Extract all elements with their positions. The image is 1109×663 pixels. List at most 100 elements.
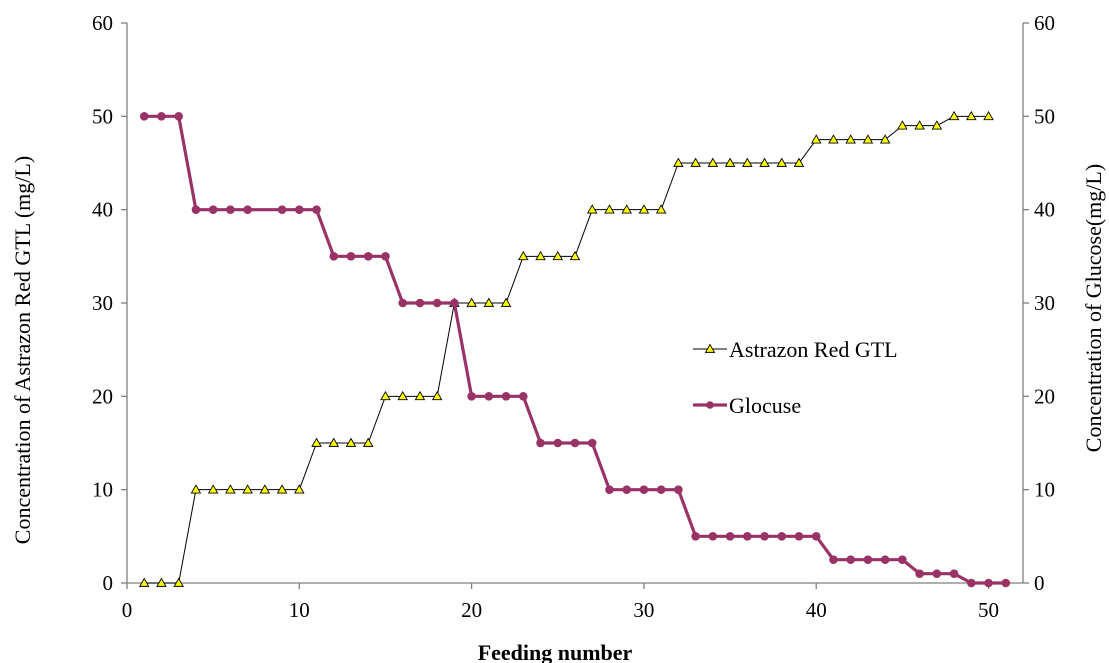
right-y-tick-label: 10 — [1034, 478, 1055, 502]
glucose-data-point — [536, 438, 545, 448]
astrazon-data-point — [518, 250, 529, 261]
glucose-data-point — [639, 485, 649, 494]
glucose-data-point — [846, 555, 855, 564]
right-y-tick-label: 60 — [1034, 11, 1055, 35]
glucose-data-point — [587, 438, 597, 448]
x-tick-label: 20 — [461, 598, 482, 622]
astrazon-data-point — [500, 297, 512, 307]
astrazon-data-point — [552, 250, 564, 261]
astrazon-data-point — [983, 110, 994, 121]
right-y-tick-label: 40 — [1034, 198, 1055, 222]
astrazon-data-point — [311, 437, 322, 447]
glucose-data-point — [605, 485, 614, 494]
x-tick-label: 10 — [289, 598, 310, 622]
astrazon-data-point — [793, 157, 805, 167]
glucose-data-point — [898, 555, 907, 564]
glucose-data-point — [243, 205, 252, 214]
glucose-data-point — [794, 532, 804, 541]
right-y-tick-label: 20 — [1034, 384, 1055, 408]
x-tick-label: 30 — [633, 598, 654, 622]
astrazon-data-point — [690, 157, 701, 167]
glucose-data-point — [226, 205, 235, 214]
astrazon-data-point — [742, 157, 753, 167]
astrazon-data-point — [604, 204, 615, 214]
astrazon-data-point — [759, 157, 770, 167]
glucose-data-point — [295, 205, 304, 214]
astrazon-data-point — [397, 390, 408, 401]
y-tick-label: 40 — [92, 198, 113, 222]
glucose-data-point — [674, 485, 683, 494]
x-tick-label: 50 — [978, 598, 999, 622]
glucose-data-point — [829, 555, 838, 564]
astrazon-data-point — [810, 134, 822, 144]
y-tick-label: 50 — [92, 104, 113, 128]
right-y-tick-label: 50 — [1034, 104, 1055, 128]
astrazon-data-point — [638, 204, 650, 214]
glucose-data-point — [432, 298, 442, 308]
y-tick-label: 0 — [103, 571, 114, 595]
y-tick-label: 60 — [92, 11, 113, 35]
right-y-tick-label: 0 — [1034, 571, 1045, 595]
astrazon-data-point — [586, 204, 598, 214]
series-layer — [138, 110, 1011, 588]
legend-label-astrazon: Astrazon Red GTL — [729, 337, 898, 362]
astrazon-data-point — [879, 134, 891, 144]
x-tick-label: 0 — [122, 598, 133, 622]
glucose-data-point — [450, 298, 459, 308]
y-tick-label: 10 — [92, 478, 113, 502]
astrazon-data-point — [259, 484, 271, 494]
glucose-data-point — [312, 205, 321, 214]
astrazon-data-point — [225, 484, 236, 494]
glucose-data-point — [949, 569, 959, 578]
astrazon-data-point — [724, 157, 736, 167]
glucose-data-point — [484, 392, 494, 401]
glucose-data-point — [915, 569, 924, 578]
astrazon-data-point — [380, 390, 391, 401]
glucose-data-point — [622, 485, 631, 494]
glucose-data-point — [725, 532, 735, 541]
astrazon-data-point — [931, 120, 943, 130]
glucose-data-point — [346, 252, 356, 261]
glucose-data-point — [967, 578, 976, 588]
astrazon-data-point — [828, 134, 839, 144]
glucose-data-point — [656, 485, 666, 494]
x-tick-label: 40 — [806, 598, 827, 622]
astrazon-data-point — [242, 484, 253, 494]
legend-label-glucose: Glocuse — [729, 393, 801, 418]
astrazon-data-point — [776, 157, 788, 167]
titles-layer: Feeding number Concentration of Astrazon… — [10, 156, 1106, 663]
astrazon-data-point — [173, 577, 184, 587]
astrazon-data-point — [294, 484, 305, 494]
y-tick-label: 20 — [92, 384, 113, 408]
astrazon-data-point — [948, 110, 960, 121]
glucose-data-point — [519, 392, 528, 401]
axes-layer: 0 10 20 30 40 50 60 0 10 20 30 40 50 60 0 10 20 30 40 50 — [92, 11, 1055, 622]
glucose-data-point — [708, 532, 718, 541]
y-axis-title: Concentration of Astrazon Red GTL (mg/L) — [10, 156, 35, 544]
astrazon-data-point — [845, 134, 856, 144]
glucose-data-point — [760, 532, 769, 541]
glucose-data-point — [139, 112, 149, 121]
astrazon-data-point — [414, 390, 426, 401]
glucose-data-point — [277, 205, 287, 214]
astrazon-data-point — [483, 297, 495, 307]
glucose-data-point — [174, 112, 183, 121]
astrazon-data-point — [276, 484, 288, 494]
astrazon-data-point — [914, 120, 925, 130]
glucose-data-point — [208, 205, 218, 214]
astrazon-data-point — [431, 390, 443, 401]
astrazon-data-point — [966, 110, 977, 121]
glucose-data-point — [415, 298, 425, 308]
glucose-data-point — [984, 578, 993, 588]
glucose-data-point — [381, 252, 390, 261]
astrazon-data-point — [328, 437, 340, 447]
glucose-data-point — [157, 112, 166, 121]
glucose-data-point — [863, 555, 873, 564]
astrazon-data-point — [345, 437, 357, 447]
x-axis-title: Feeding number — [478, 640, 633, 663]
astrazon-data-point — [897, 120, 908, 130]
astrazon-data-point — [466, 297, 477, 307]
astrazon-data-point — [862, 134, 874, 144]
astrazon-data-point — [707, 157, 719, 167]
